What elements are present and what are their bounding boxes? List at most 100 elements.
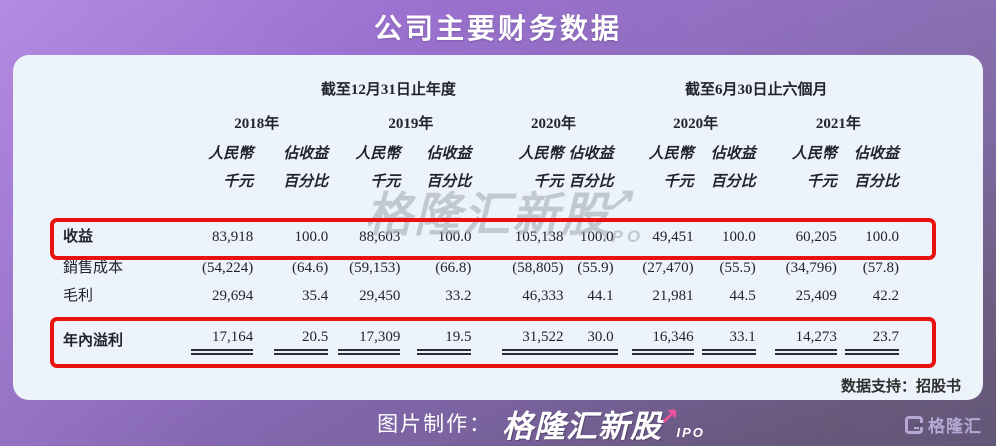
double-rule [701,349,756,355]
page-title: 公司主要财务数据 [373,13,622,44]
unit-header: 百分比 [568,174,614,190]
double-rule [563,349,618,355]
cell-value: 21,981 [652,288,694,304]
cell-value: 100.0 [579,229,614,245]
cell-value: (55.5) [719,260,756,276]
cell-value: 25,409 [795,288,837,304]
unit-header: 百分比 [853,174,899,190]
data-card: 截至12月31日止年度 截至6月30日止六個月 2018年 2019年 2020… [13,55,983,400]
unit-header: 人民幣 [355,146,401,162]
group-header-interim: 截至6月30日止六個月 [685,82,828,98]
cell-value: 29,450 [359,288,401,304]
cell-value: 100.0 [294,229,329,245]
cell-value: (27,470) [642,260,694,276]
cell-value: 19.5 [400,309,472,365]
table-row-profit-for-year: 年內溢利 17,164 20.5 17,309 19.5 31,522 30.0… [63,309,899,365]
double-rule [774,349,837,355]
cell-value: 60,205 [795,229,837,245]
cell-value: (57.8) [862,260,899,276]
unit-header: 人民幣 [791,146,837,162]
row-label: 銷售成本 [63,260,124,276]
financial-table: 截至12月31日止年度 截至6月30日止六個月 2018年 2019年 2020… [63,69,899,365]
cell-value: 31,522 [471,309,564,365]
year-header: 2020年 [673,116,719,132]
cell-value: 88,603 [359,229,401,245]
unit-header-row-top: 人民幣 佔收益 人民幣 佔收益 人民幣 佔收益 人民幣 佔收益 人民幣 佔收益 [63,133,899,163]
cell-value: 100.0 [721,229,756,245]
unit-header: 人民幣 [208,146,254,162]
cell-value: 30.0 [563,309,618,365]
unit-header: 千元 [663,174,694,190]
cell-value: 33.1 [694,309,756,365]
cell-value: 20.5 [253,309,329,365]
unit-header: 人民幣 [648,146,694,162]
row-label: 毛利 [63,288,94,304]
source-note: 数据支持：招股书 [840,378,961,395]
cell-value: 100.0 [865,229,899,245]
unit-header: 佔收益 [568,146,614,162]
year-header: 2021年 [815,116,861,132]
credit-label: 图片制作： [377,413,493,436]
cell-value: 29,694 [211,288,254,304]
year-header: 2020年 [531,116,577,132]
cell-value: 44.5 [729,288,756,304]
unit-header: 佔收益 [426,146,472,162]
cell-value: 23.7 [837,309,899,365]
unit-header: 佔收益 [853,146,899,162]
unit-header: 千元 [806,174,837,190]
double-rule [338,349,401,355]
unit-header: 人民幣 [518,146,564,162]
unit-header: 千元 [533,174,564,190]
double-rule [191,349,254,355]
cell-value: (54,224) [201,260,254,276]
table-row-gross-profit: 毛利 29,694 35.4 29,450 33.2 46,333 44.1 2… [63,281,899,309]
double-rule [631,349,694,355]
footer: 图片制作： 格隆汇新股 ↗ IPO [0,400,996,446]
group-header-annual: 截至12月31日止年度 [320,82,456,98]
unit-header: 千元 [223,174,254,190]
gelonghui-logo: 格隆汇 [905,412,982,437]
cell-value: (64.6) [292,260,329,276]
table-row-revenue: 收益 83,918 100.0 88,603 100.0 105,138 100… [63,191,899,251]
cell-value: 17,164 [163,309,254,365]
cell-value: 42.2 [872,288,899,304]
double-rule [501,349,564,355]
cell-value: 46,333 [522,288,564,304]
unit-header: 千元 [370,174,401,190]
cell-value: (55.9) [577,260,614,276]
cell-value: 105,138 [514,229,564,245]
double-rule [274,349,329,355]
unit-header: 佔收益 [283,146,329,162]
cell-value: (34,796) [785,260,837,276]
double-rule [845,349,899,355]
double-rule [417,349,472,355]
row-label: 收益 [63,229,94,245]
cell-value: 83,918 [211,229,254,245]
row-label: 年內溢利 [63,333,124,349]
cell-value: (66.8) [435,260,472,276]
cell-value: (59,153) [349,260,401,276]
year-header: 2019年 [388,116,434,132]
unit-header: 百分比 [426,174,472,190]
cell-value: 17,309 [328,309,401,365]
cell-value: (58,805) [512,260,564,276]
year-header-row: 2018年 2019年 2020年 2020年 2021年 [63,99,899,133]
cell-value: 16,346 [614,309,694,365]
gelonghui-logo-icon [905,415,923,434]
unit-header: 佔收益 [710,146,756,162]
brand-wordmark: 格隆汇新股 [502,408,663,444]
trend-arrow-icon: ↗ [660,403,679,428]
unit-header-row-bottom: 千元 百分比 千元 百分比 千元 百分比 千元 百分比 千元 百分比 [63,163,899,191]
cell-value: 49,451 [652,229,694,245]
cell-value: 35.4 [302,288,329,304]
unit-header: 百分比 [710,174,756,190]
cell-value: 14,273 [756,309,837,365]
unit-header: 百分比 [283,174,329,190]
table-row-cost-of-sales: 銷售成本 (54,224) (64.6) (59,153) (66.8) (58… [63,251,899,281]
cell-value: 44.1 [587,288,614,304]
cell-value: 33.2 [445,288,472,304]
gelonghui-logo-text: 格隆汇 [928,417,982,436]
year-header: 2018年 [234,116,280,132]
brand-ipo-label: IPO [676,425,705,440]
